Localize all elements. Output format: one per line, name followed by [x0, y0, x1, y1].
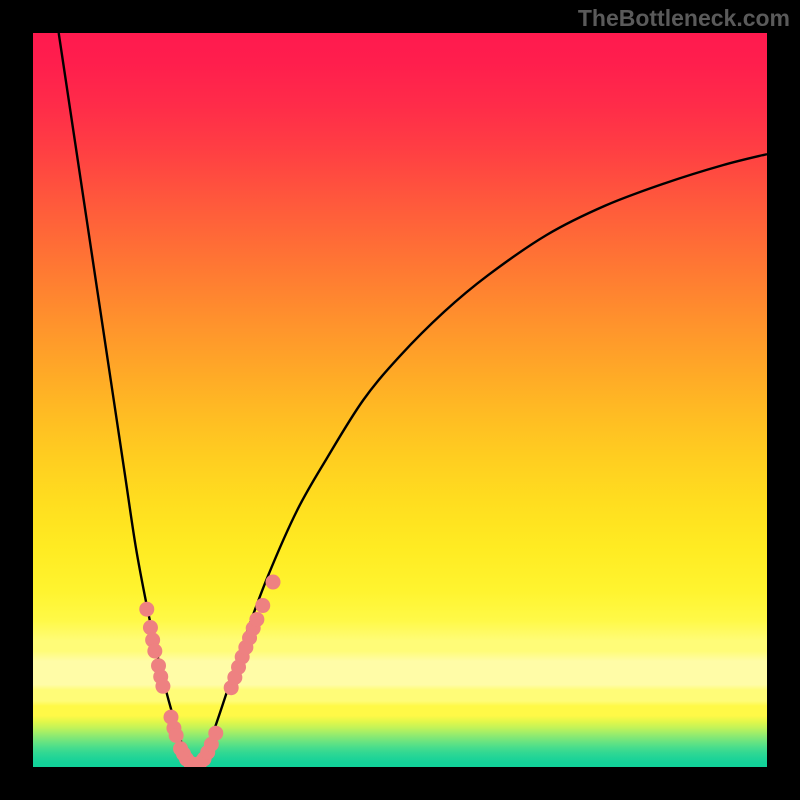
data-marker	[143, 620, 158, 635]
data-marker	[155, 679, 170, 694]
data-marker	[249, 612, 264, 627]
data-marker	[255, 598, 270, 613]
data-marker	[147, 644, 162, 659]
plot-area	[33, 33, 767, 767]
watermark-text: TheBottleneck.com	[578, 5, 790, 32]
data-marker	[266, 575, 281, 590]
chart-container: TheBottleneck.com	[0, 0, 800, 800]
data-markers	[139, 575, 280, 767]
right-curve	[194, 154, 767, 766]
curve-layer	[33, 33, 767, 767]
left-curve	[59, 33, 195, 766]
data-marker	[139, 602, 154, 617]
data-marker	[208, 726, 223, 741]
data-marker	[169, 728, 184, 743]
